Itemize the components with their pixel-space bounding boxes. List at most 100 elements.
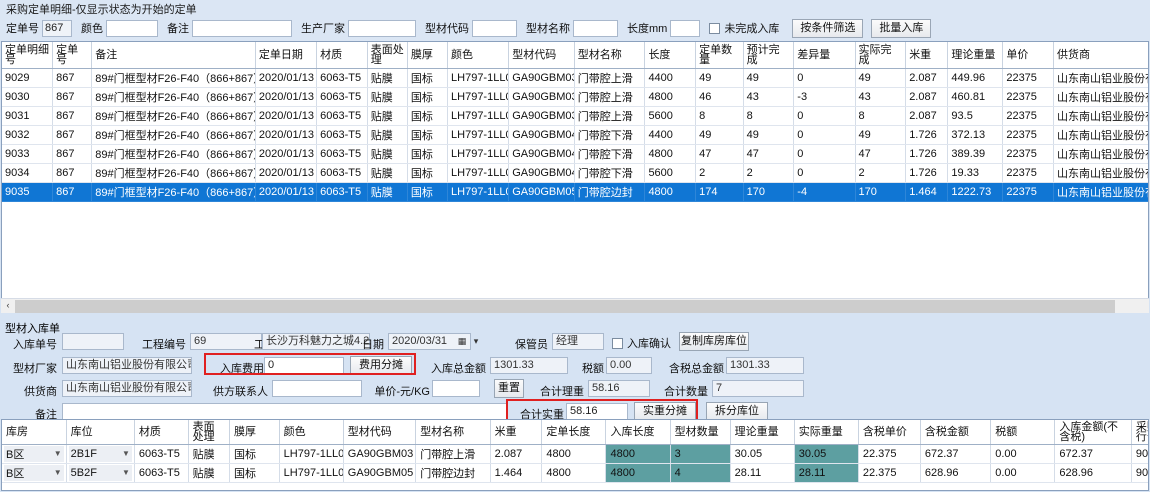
table-cell[interactable]: GA90GBM03 (508, 68, 575, 88)
table-cell[interactable]: GA90GBM04 (508, 163, 575, 183)
table-cell[interactable]: 22.375 (858, 463, 921, 483)
table-cell[interactable]: 2020/01/13 (255, 182, 318, 202)
bgrid-col-header[interactable]: 税额 (990, 420, 1056, 445)
table-cell[interactable]: 0 (793, 106, 856, 126)
grid-col-header[interactable]: 型材代码 (508, 42, 575, 69)
scroll-left-icon[interactable]: ‹ (1, 299, 15, 313)
table-cell[interactable]: 49 (855, 125, 907, 145)
filter-button[interactable]: 按条件筛选 (792, 18, 864, 38)
list-item[interactable]: B区 ▼ 5B2F ▼ 6063-T5 贴膜 国标 LH797-1LL0 GA90GBM05 门带… (2, 463, 1148, 483)
table-cell[interactable]: 30.05 (730, 444, 795, 464)
bgrid-col-header[interactable]: 材质 (134, 420, 189, 445)
table-cell[interactable]: 2 (855, 163, 907, 183)
table-cell[interactable]: 门带腔上滑 (574, 68, 646, 88)
table-cell[interactable]: 460.81 (947, 87, 1004, 107)
calendar-icon[interactable]: ▦ (457, 336, 467, 346)
bgrid-col-header[interactable]: 定单长度 (541, 420, 607, 445)
table-cell[interactable]: 贴膜 (367, 125, 408, 145)
form-remark-input[interactable] (62, 403, 508, 420)
table-cell[interactable]: LH797-1LL0 (279, 463, 344, 483)
table-cell[interactable]: 门带腔下滑 (574, 125, 646, 145)
table-cell[interactable]: 389.39 (947, 144, 1004, 164)
tax-input[interactable]: 0.00 (606, 357, 652, 374)
table-cell[interactable]: 89#门框型材F26-F40（866+867） (91, 87, 256, 107)
table-cell[interactable]: 9034 (2, 163, 54, 183)
table-cell[interactable]: 49 (695, 68, 744, 88)
table-cell[interactable]: 1222.73 (947, 182, 1004, 202)
table-cell[interactable]: 867 (52, 68, 93, 88)
table-cell[interactable]: 2020/01/13 (255, 125, 318, 145)
table-cell[interactable]: 372.13 (947, 125, 1004, 145)
table-cell[interactable]: 89#门框型材F26-F40（866+867） (91, 106, 256, 126)
table-cell[interactable]: 4800 (644, 182, 697, 202)
factory-input[interactable]: 山东南山铝业股份有限公司 (62, 357, 192, 374)
table-cell[interactable]: 2 (743, 163, 795, 183)
bgrid-col-header[interactable]: 表面处理 (188, 420, 231, 445)
table-cell[interactable]: 22375 (1002, 87, 1054, 107)
dropdown-cell[interactable]: B区 ▼ (4, 464, 64, 481)
table-cell[interactable]: 672.37 (920, 444, 992, 464)
table-cell[interactable]: 4800 (605, 463, 671, 483)
table-cell[interactable]: 贴膜 (367, 163, 408, 183)
bgrid-col-header[interactable]: 入库长度 (605, 420, 671, 445)
table-cell[interactable]: LH797-1LL0 (447, 163, 510, 183)
table-cell[interactable]: 国标 (407, 182, 449, 202)
table-cell[interactable]: 2020/01/13 (255, 163, 318, 183)
incomplete-checkbox[interactable]: 未完成入库 (709, 20, 782, 36)
grid-col-header[interactable]: 备注 (91, 42, 256, 69)
table-cell[interactable]: 0.00 (990, 463, 1056, 483)
table-cell[interactable]: 国标 (407, 87, 449, 107)
table-cell[interactable]: GA90GBM03 (343, 444, 417, 464)
table-cell[interactable]: 山东南山铝业股份有限公司 (1053, 68, 1148, 88)
grid-col-header[interactable]: 长度 (644, 42, 697, 69)
grid-col-header[interactable]: 供货商 (1053, 42, 1148, 69)
table-cell[interactable]: 170 (855, 182, 907, 202)
table-cell[interactable]: 1.726 (905, 163, 949, 183)
table-row[interactable]: 9034 867 89#门框型材F26-F40（866+867） 2020/01/13… (2, 163, 1148, 183)
table-cell[interactable]: 4400 (644, 68, 697, 88)
manufacturer-input[interactable] (348, 19, 416, 37)
table-cell[interactable]: 46 (695, 87, 744, 107)
grid-col-header[interactable]: 单价 (1002, 42, 1054, 69)
order-detail-grid[interactable]: 定单明细号 定单号 备注 定单日期 材质 表面处理 膜厚 颜色 型材代码 型材名称 长度 定单数量 预计… (1, 41, 1149, 313)
table-cell[interactable]: 49 (855, 68, 907, 88)
table-cell[interactable]: 4800 (644, 87, 697, 107)
batch-inbound-button[interactable]: 批量入库 (871, 18, 932, 38)
bgrid-col-header[interactable]: 膜厚 (229, 420, 280, 445)
bgrid-col-header[interactable]: 理论重量 (730, 420, 795, 445)
table-cell[interactable]: 2020/01/13 (255, 68, 318, 88)
table-cell[interactable]: 8 (855, 106, 907, 126)
table-cell[interactable]: 国标 (407, 68, 449, 88)
table-cell[interactable]: LH797-1LL0 (279, 444, 344, 464)
reset-button[interactable]: 重置 (494, 379, 524, 398)
proj-name-input[interactable]: 长沙万科魅力之城4.2期 (262, 333, 370, 350)
keeper-input[interactable]: 经理 (552, 333, 604, 350)
unitprice-input[interactable] (432, 380, 480, 397)
table-cell[interactable]: 2B1F ▼ (66, 444, 135, 464)
profile-name-input[interactable] (573, 19, 618, 37)
table-cell[interactable]: 贴膜 (188, 444, 231, 464)
table-cell[interactable]: 2.087 (905, 106, 949, 126)
actual-total-input[interactable]: 58.16 (566, 403, 628, 420)
grid-col-header[interactable]: 表面处理 (367, 42, 408, 69)
copy-warehouse-button[interactable]: 复制库房库位 (679, 332, 749, 351)
table-cell[interactable]: 贴膜 (367, 106, 408, 126)
table-cell[interactable]: 4800 (644, 144, 697, 164)
table-cell[interactable]: LH797-1LL0 (447, 68, 510, 88)
table-cell[interactable]: 672.37 (1054, 444, 1132, 464)
chevron-down-icon[interactable]: ▼ (121, 449, 130, 458)
table-cell[interactable]: 山东南山铝业股份有限公司 (1053, 144, 1148, 164)
table-cell[interactable]: 2.087 (905, 68, 949, 88)
grid-col-header[interactable]: 米重 (905, 42, 949, 69)
table-cell[interactable]: 49 (743, 68, 795, 88)
table-cell[interactable]: 5B2F ▼ (66, 463, 135, 483)
table-cell[interactable]: 8 (743, 106, 795, 126)
table-cell[interactable]: GA90GBM03 (508, 106, 575, 126)
table-cell[interactable]: 43 (855, 87, 907, 107)
table-cell[interactable]: 0.00 (990, 444, 1056, 464)
table-row[interactable]: 9031 867 89#门框型材F26-F40（866+867） 2020/01/13… (2, 106, 1148, 126)
bgrid-col-header[interactable]: 含税单价 (858, 420, 921, 445)
table-cell[interactable]: 2020/01/13 (255, 144, 318, 164)
table-cell[interactable]: 28.11 (730, 463, 795, 483)
table-cell[interactable]: 2020/01/13 (255, 106, 318, 126)
